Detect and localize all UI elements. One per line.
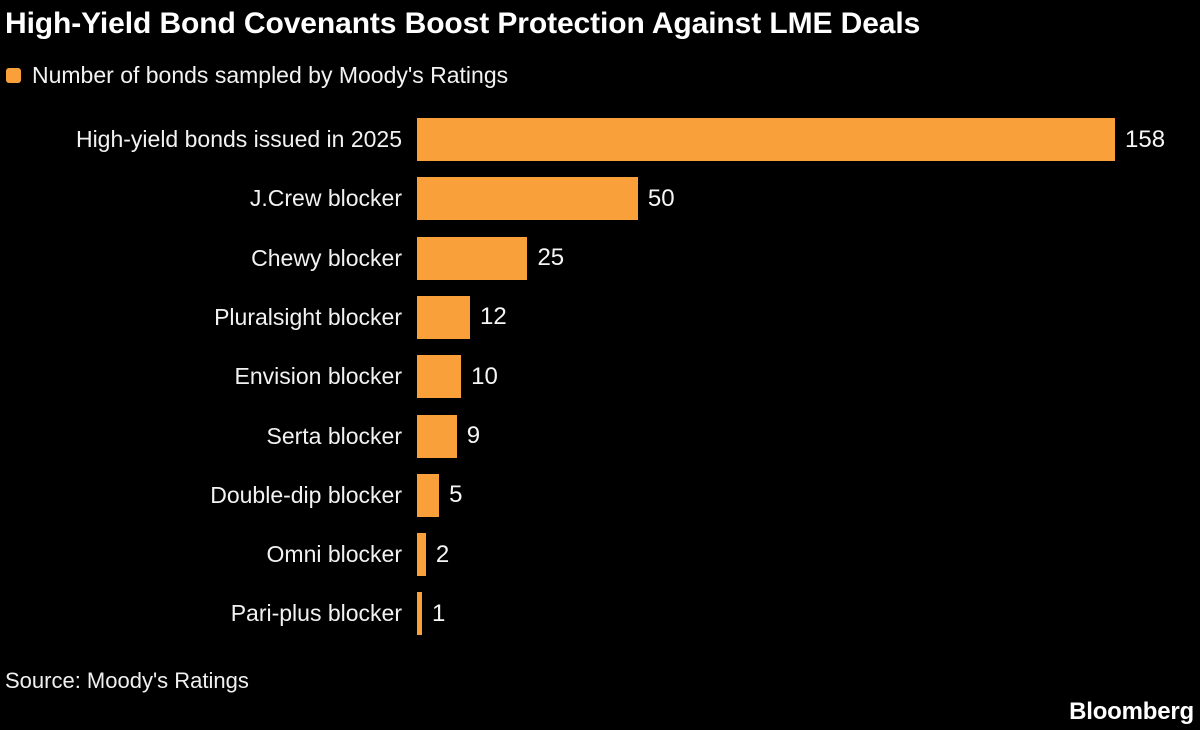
bar-value-label: 5 — [449, 481, 463, 509]
bar-row: J.Crew blocker 50 — [0, 177, 1200, 221]
bar-rect — [417, 177, 638, 221]
bar-category-label: Chewy blocker — [251, 244, 402, 271]
bar-row: Pari-plus blocker 1 — [0, 592, 1200, 636]
bar-value-label: 158 — [1125, 125, 1166, 153]
bar-rect — [417, 414, 457, 458]
bar-rect — [417, 533, 426, 577]
legend-swatch-icon — [6, 67, 21, 83]
bar-value-label: 50 — [647, 184, 675, 212]
page-title: High-Yield Bond Covenants Boost Protecti… — [5, 7, 921, 40]
bar-track: 10 — [417, 355, 498, 399]
bar-value-label: 12 — [480, 303, 507, 331]
bar-value-label: 9 — [466, 422, 481, 449]
bar-track: 1 — [417, 592, 446, 636]
bar-track: 158 — [417, 118, 1165, 161]
bar-track: 25 — [417, 236, 565, 280]
bar-track: 50 — [417, 177, 675, 221]
bar-category-label: Pluralsight blocker — [214, 303, 402, 330]
bar-track: 5 — [417, 473, 463, 517]
source-note: Source: Moody's Ratings — [5, 668, 249, 693]
bar-value-label: 10 — [471, 362, 498, 390]
bar-category-label: High-yield bonds issued in 2025 — [75, 126, 402, 152]
legend-item: Number of bonds sampled by Moody's Ratin… — [6, 62, 508, 89]
brand-wordmark: Bloomberg — [1069, 698, 1194, 725]
bar-category-label: Omni blocker — [266, 541, 402, 568]
bar-rect — [417, 118, 1115, 161]
legend-item-label: Number of bonds sampled by Moody's Ratin… — [32, 61, 509, 88]
bar-row: Chewy blocker 25 — [0, 236, 1200, 280]
chart-legend: Number of bonds sampled by Moody's Ratin… — [6, 58, 508, 92]
bar-track: 2 — [417, 533, 450, 577]
bar-value-label: 25 — [537, 244, 565, 272]
bar-track: 9 — [417, 414, 481, 458]
bar-value-label: 1 — [432, 599, 446, 627]
bar-rect — [417, 355, 462, 399]
bar-category-label: Envision blocker — [234, 363, 402, 390]
bar-rect — [417, 592, 422, 636]
bar-row: Omni blocker 2 — [0, 533, 1200, 577]
bar-category-label: J.Crew blocker — [249, 185, 402, 212]
bar-row: Serta blocker 9 — [0, 414, 1200, 458]
bar-value-label: 2 — [435, 540, 450, 568]
plot-area: High-yield bonds issued in 2025 158 J.Crew… — [0, 100, 1200, 655]
bar-rect — [417, 295, 470, 339]
bar-row: Pluralsight blocker 12 — [0, 295, 1200, 339]
bar-track: 12 — [417, 295, 507, 339]
bar-rect — [417, 236, 528, 280]
bar-category-label: Serta blocker — [266, 422, 402, 449]
bar-row: High-yield bonds issued in 2025 158 — [0, 118, 1200, 161]
bar-row: Double-dip blocker 5 — [0, 473, 1200, 517]
bar-row: Envision blocker 10 — [0, 355, 1200, 399]
bar-category-label: Pari-plus blocker — [230, 600, 402, 627]
bar-category-label: Double-dip blocker — [210, 481, 402, 508]
bar-rect — [417, 473, 440, 517]
